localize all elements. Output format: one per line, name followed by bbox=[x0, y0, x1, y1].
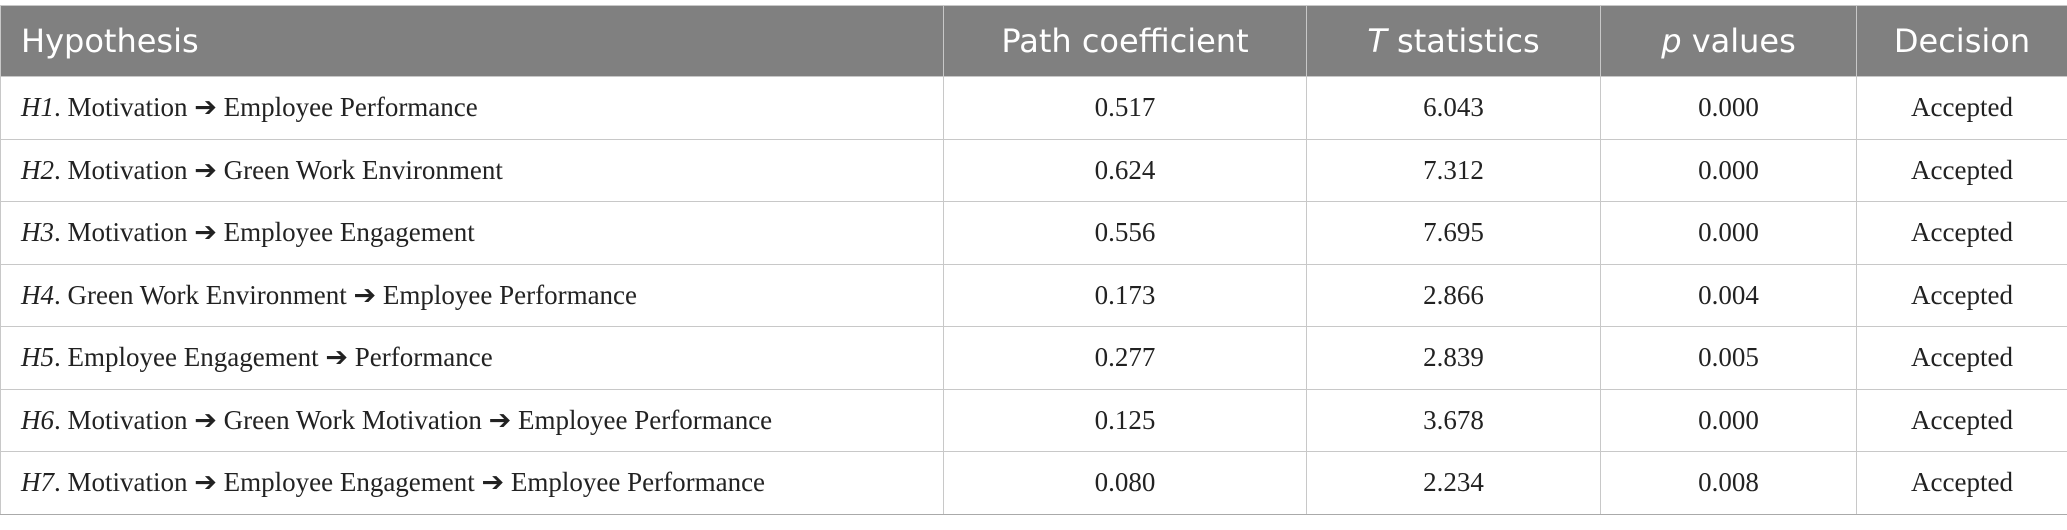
table-container: Hypothesis Path coefficient T statistics p … bbox=[0, 5, 2067, 515]
value-cell: 0.173 bbox=[943, 263, 1307, 327]
value-cell: 0.624 bbox=[943, 138, 1307, 202]
value-cell: 0.125 bbox=[943, 388, 1307, 452]
value-cell: Accepted bbox=[1856, 76, 2067, 140]
hypothesis-cell: H6. Motivation ➔ Green Work Motivation ➔… bbox=[0, 388, 944, 452]
value-cell: Accepted bbox=[1856, 326, 2067, 390]
value-cell: 2.866 bbox=[1306, 263, 1601, 327]
hypothesis-cell: H2. Motivation ➔ Green Work Environment bbox=[0, 138, 944, 202]
value-cell: 0.277 bbox=[943, 326, 1307, 390]
table-row: H1. Motivation ➔ Employee Performance 0.5… bbox=[0, 76, 2067, 140]
value-cell: 0.004 bbox=[1600, 263, 1857, 327]
table-body: H1. Motivation ➔ Employee Performance 0.5… bbox=[0, 76, 2067, 515]
value-cell: Accepted bbox=[1856, 201, 2067, 265]
value-cell: 3.678 bbox=[1306, 388, 1601, 452]
value-cell: 2.839 bbox=[1306, 326, 1601, 390]
value-cell: Accepted bbox=[1856, 388, 2067, 452]
column-header: Decision bbox=[1856, 5, 2067, 77]
table-row: H2. Motivation ➔ Green Work Environment 0… bbox=[0, 138, 2067, 202]
value-cell: 0.000 bbox=[1600, 76, 1857, 140]
column-header: p values bbox=[1600, 5, 1857, 77]
value-cell: Accepted bbox=[1856, 263, 2067, 327]
value-cell: Accepted bbox=[1856, 451, 2067, 515]
value-cell: 0.517 bbox=[943, 76, 1307, 140]
value-cell: 0.008 bbox=[1600, 451, 1857, 515]
column-header: T statistics bbox=[1306, 5, 1601, 77]
value-cell: 0.005 bbox=[1600, 326, 1857, 390]
value-cell: 7.695 bbox=[1306, 201, 1601, 265]
value-cell: 0.556 bbox=[943, 201, 1307, 265]
results-table: Hypothesis Path coefficient T statistics p … bbox=[0, 5, 2067, 515]
table-row: H3. Motivation ➔ Employee Engagement 0.55… bbox=[0, 201, 2067, 265]
column-header: Hypothesis bbox=[0, 5, 944, 77]
value-cell: 0.000 bbox=[1600, 201, 1857, 265]
value-cell: 6.043 bbox=[1306, 76, 1601, 140]
value-cell: 7.312 bbox=[1306, 138, 1601, 202]
value-cell: 0.000 bbox=[1600, 138, 1857, 202]
table-row: H4. Green Work Environment ➔ Employee Pe… bbox=[0, 263, 2067, 327]
table-row: H7. Motivation ➔ Employee Engagement ➔ E… bbox=[0, 451, 2067, 515]
value-cell: 0.080 bbox=[943, 451, 1307, 515]
value-cell: 2.234 bbox=[1306, 451, 1601, 515]
hypothesis-cell: H4. Green Work Environment ➔ Employee Pe… bbox=[0, 263, 944, 327]
value-cell: 0.000 bbox=[1600, 388, 1857, 452]
header-row: Hypothesis Path coefficient T statistics p … bbox=[0, 5, 2067, 77]
hypothesis-cell: H5. Employee Engagement ➔ Performance bbox=[0, 326, 944, 390]
value-cell: Accepted bbox=[1856, 138, 2067, 202]
table-row: H5. Employee Engagement ➔ Performance 0.2… bbox=[0, 326, 2067, 390]
hypothesis-cell: H3. Motivation ➔ Employee Engagement bbox=[0, 201, 944, 265]
column-header: Path coefficient bbox=[943, 5, 1307, 77]
hypothesis-cell: H1. Motivation ➔ Employee Performance bbox=[0, 76, 944, 140]
table-row: H6. Motivation ➔ Green Work Motivation ➔… bbox=[0, 388, 2067, 452]
hypothesis-cell: H7. Motivation ➔ Employee Engagement ➔ E… bbox=[0, 451, 944, 515]
